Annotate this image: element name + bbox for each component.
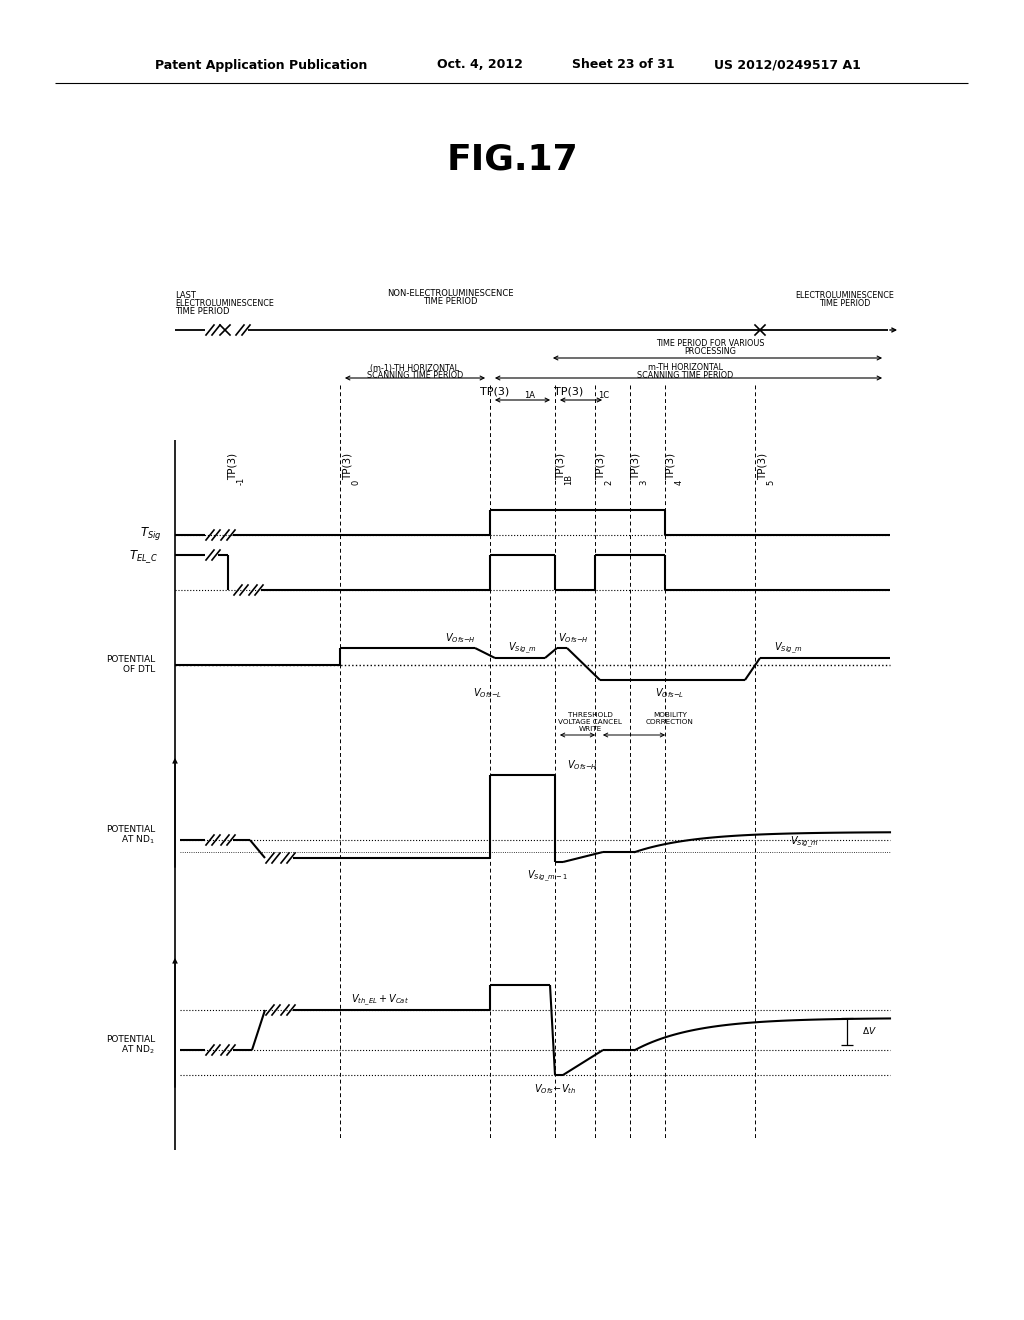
Text: Patent Application Publication: Patent Application Publication	[155, 58, 368, 71]
Text: TIME PERIOD: TIME PERIOD	[423, 297, 477, 306]
Text: POTENTIAL: POTENTIAL	[105, 1035, 155, 1044]
Text: MOBILITY: MOBILITY	[653, 711, 687, 718]
Text: SCANNING TIME PERIOD: SCANNING TIME PERIOD	[637, 371, 733, 380]
Text: SCANNING TIME PERIOD: SCANNING TIME PERIOD	[367, 371, 463, 380]
Text: $\Delta V$: $\Delta V$	[862, 1026, 877, 1036]
Text: TP(3): TP(3)	[596, 453, 606, 480]
Text: TP(3): TP(3)	[554, 385, 583, 396]
Text: POTENTIAL: POTENTIAL	[105, 825, 155, 834]
Text: OF DTL: OF DTL	[123, 664, 155, 673]
Text: VOLTAGE CANCEL: VOLTAGE CANCEL	[558, 719, 622, 725]
Text: TP(3): TP(3)	[666, 453, 676, 480]
Text: 5: 5	[767, 479, 775, 484]
Text: NON-ELECTROLUMINESCENCE: NON-ELECTROLUMINESCENCE	[387, 289, 513, 298]
Text: Oct. 4, 2012: Oct. 4, 2012	[437, 58, 523, 71]
Text: 3: 3	[640, 479, 648, 484]
Text: TP(3): TP(3)	[228, 453, 238, 480]
Text: 1A: 1A	[524, 391, 535, 400]
Text: $V_{Ofs\mathrm{-}H}$: $V_{Ofs\mathrm{-}H}$	[566, 758, 597, 772]
Text: TIME PERIOD FOR VARIOUS: TIME PERIOD FOR VARIOUS	[655, 339, 764, 348]
Text: $V_{Sig\_m}$: $V_{Sig\_m}$	[508, 640, 537, 656]
Text: $V_{Ofs\mathrm{-}L}$: $V_{Ofs\mathrm{-}L}$	[473, 686, 503, 700]
Text: TIME PERIOD: TIME PERIOD	[175, 308, 229, 317]
Text: (m-1)-TH HORIZONTAL: (m-1)-TH HORIZONTAL	[371, 363, 460, 372]
Text: $V_{Sig\_m-1}$: $V_{Sig\_m-1}$	[527, 869, 568, 883]
Text: TIME PERIOD: TIME PERIOD	[819, 300, 870, 309]
Text: TP(3): TP(3)	[631, 453, 641, 480]
Text: $T_{EL\_C}$: $T_{EL\_C}$	[129, 549, 158, 565]
Text: $V_{Ofs}\!-\!V_{th}$: $V_{Ofs}\!-\!V_{th}$	[534, 1082, 577, 1096]
Text: 0: 0	[351, 479, 360, 484]
Text: TP(3): TP(3)	[480, 385, 509, 396]
Text: m-TH HORIZONTAL: m-TH HORIZONTAL	[647, 363, 723, 372]
Text: AT ND$_1$: AT ND$_1$	[122, 834, 155, 846]
Text: 1B: 1B	[564, 474, 573, 484]
Text: $T_{Sig}$: $T_{Sig}$	[140, 524, 162, 541]
Text: $V_{Sig\_m}$: $V_{Sig\_m}$	[773, 640, 803, 656]
Text: 1C: 1C	[598, 391, 609, 400]
Text: $V_{Ofs\mathrm{-}H}$: $V_{Ofs\mathrm{-}H}$	[444, 631, 475, 645]
Text: TP(3): TP(3)	[758, 453, 768, 480]
Text: FIG.17: FIG.17	[446, 143, 578, 177]
Text: ELECTROLUMINESCENCE: ELECTROLUMINESCENCE	[175, 300, 273, 309]
Text: CORRECTION: CORRECTION	[646, 719, 694, 725]
Text: -1: -1	[237, 477, 246, 484]
Text: $V_{th\_EL}+V_{Cat}$: $V_{th\_EL}+V_{Cat}$	[351, 993, 409, 1007]
Text: 2: 2	[604, 479, 613, 484]
Text: $V_{Ofs\mathrm{-}H}$: $V_{Ofs\mathrm{-}H}$	[558, 631, 589, 645]
Text: LAST: LAST	[175, 292, 196, 301]
Text: 4: 4	[675, 479, 683, 484]
Text: ELECTROLUMINESCENCE: ELECTROLUMINESCENCE	[796, 292, 894, 301]
Text: $V_{Sig\_m}$: $V_{Sig\_m}$	[790, 834, 819, 850]
Text: Sheet 23 of 31: Sheet 23 of 31	[572, 58, 675, 71]
Text: THRESHOLD: THRESHOLD	[567, 711, 612, 718]
Text: PROCESSING: PROCESSING	[684, 347, 736, 356]
Text: AT ND$_2$: AT ND$_2$	[122, 1044, 155, 1056]
Text: $V_{Ofs\mathrm{-}L}$: $V_{Ofs\mathrm{-}L}$	[655, 686, 684, 700]
Text: US 2012/0249517 A1: US 2012/0249517 A1	[714, 58, 861, 71]
Text: TP(3): TP(3)	[556, 453, 566, 480]
Text: WRITE: WRITE	[579, 726, 602, 733]
Text: POTENTIAL: POTENTIAL	[105, 655, 155, 664]
Text: TP(3): TP(3)	[343, 453, 353, 480]
